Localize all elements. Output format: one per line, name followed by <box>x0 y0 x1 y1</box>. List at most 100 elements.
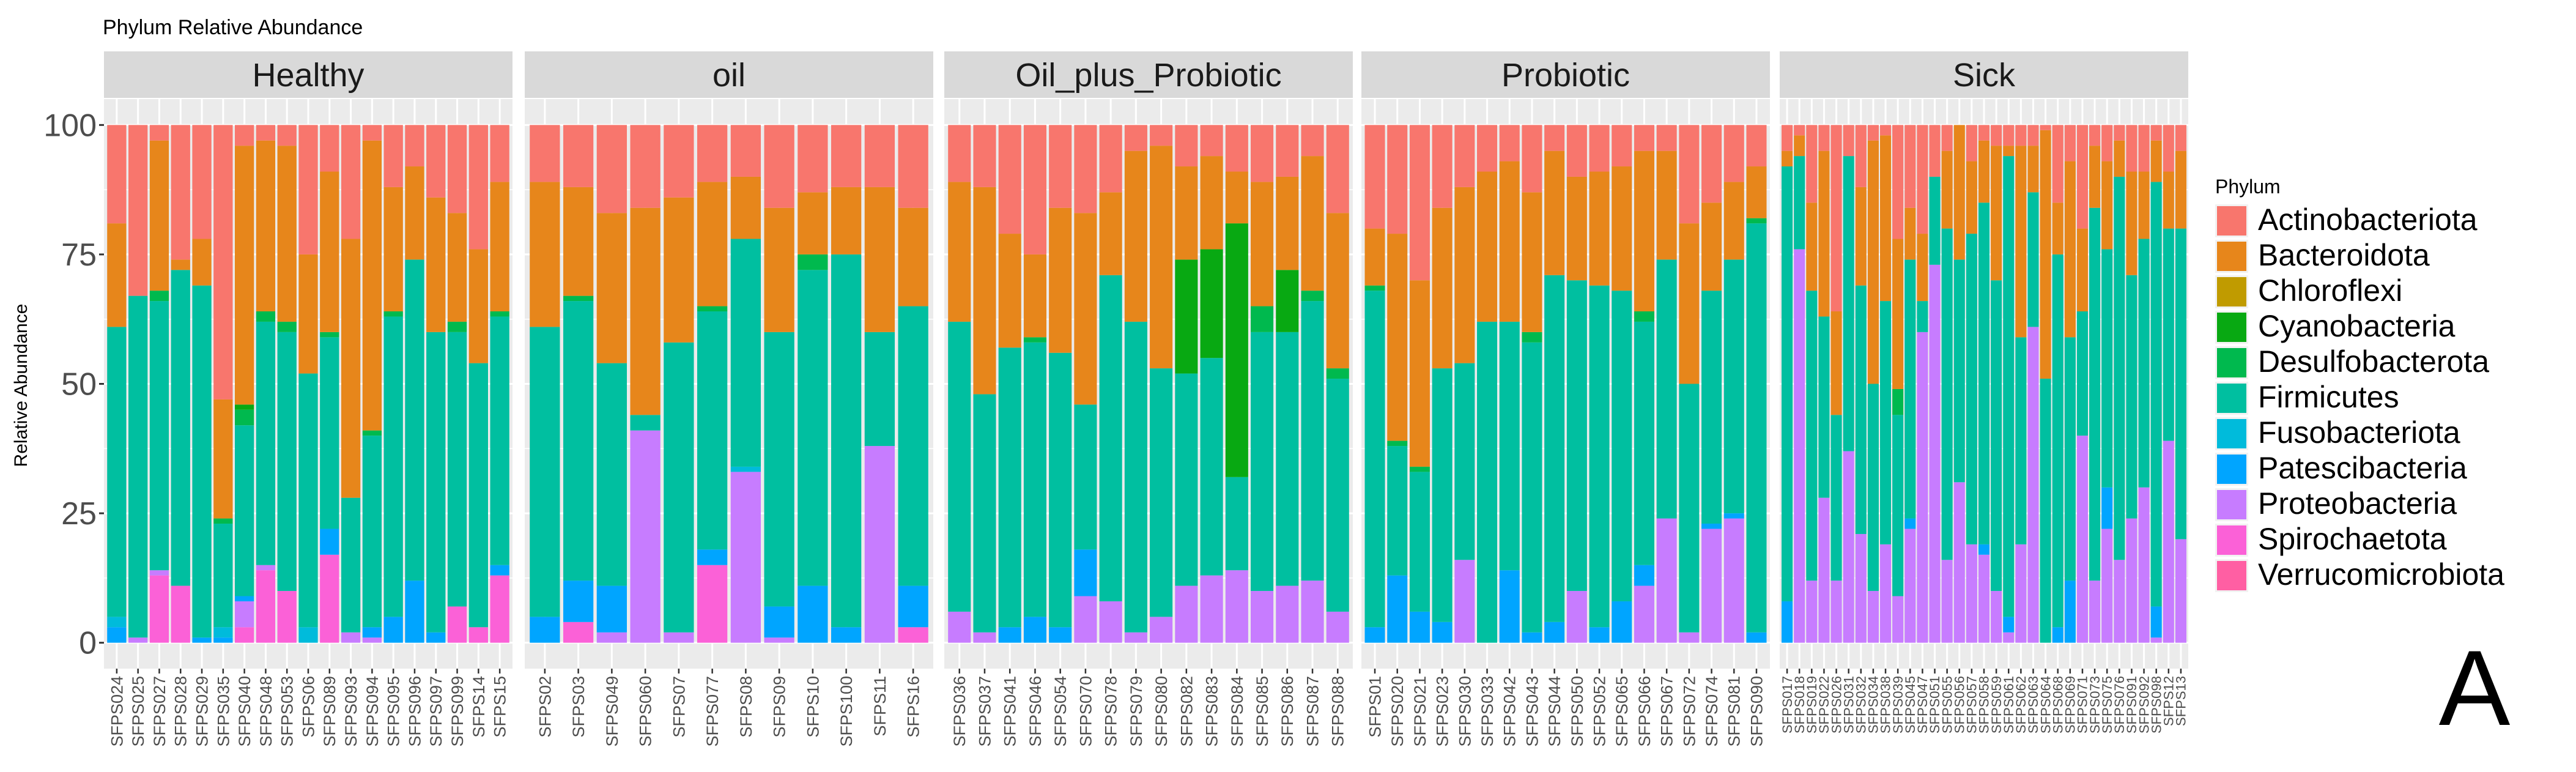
bar-segment <box>1364 228 1385 286</box>
bar-segment <box>1701 202 1722 291</box>
bar-segment <box>1794 135 1805 157</box>
bar-segment <box>213 637 233 643</box>
x-tick-label: SFPS032 <box>1853 676 1868 733</box>
bar-segment <box>490 565 509 576</box>
bar-segment <box>1454 187 1475 363</box>
bar-segment <box>2150 606 2162 638</box>
bar-segment <box>383 187 403 312</box>
bar-segment <box>2027 146 2039 193</box>
bar-segment <box>1326 368 1349 379</box>
x-tick-label: SFPS081 <box>1725 676 1744 747</box>
x-tick-label: SFPS08 <box>737 676 755 738</box>
bar-segment <box>973 187 996 395</box>
bar-segment <box>149 140 169 291</box>
bar-segment <box>1892 125 1904 239</box>
bar-segment <box>1867 125 1879 141</box>
bar-segment <box>798 270 828 586</box>
y-tick-label: 100 <box>43 108 97 143</box>
bar-segment <box>596 363 627 586</box>
bar-segment <box>1074 404 1097 550</box>
bar-segment <box>426 332 446 633</box>
bar-segment <box>831 627 862 643</box>
bar-segment <box>192 239 212 286</box>
x-tick-label: SFPS070 <box>1076 676 1095 747</box>
bar-segment <box>1432 207 1453 369</box>
bar-segment <box>1454 560 1475 643</box>
bar-segment <box>320 529 339 555</box>
bar-segment <box>2040 125 2051 130</box>
bar-segment <box>1175 373 1198 586</box>
bar-segment <box>1099 601 1122 643</box>
x-tick-label: SFPS084 <box>1228 676 1246 747</box>
bar-segment <box>2126 518 2137 643</box>
legend: Phylum ActinobacteriotaBacteroidotaChlor… <box>2215 176 2504 592</box>
x-tick-label: SFPS066 <box>1635 676 1654 747</box>
bar-segment <box>447 125 467 213</box>
bar-segment <box>697 549 728 565</box>
bar-segment <box>2027 192 2039 327</box>
bar-segment <box>320 337 339 529</box>
bar-segment <box>1124 150 1147 322</box>
bar-segment <box>563 295 594 302</box>
bar-segment <box>1892 239 1904 389</box>
x-tick-label: SFPS052 <box>1591 676 1609 747</box>
legend-label: Bacteroidota <box>2258 238 2430 272</box>
bar-segment <box>1364 125 1385 229</box>
bar-segment <box>1855 187 1867 286</box>
bar-segment <box>1074 549 1097 596</box>
legend-swatch <box>2217 561 2246 590</box>
legend-swatch <box>2217 348 2246 377</box>
x-tick-label: SFPS079 <box>1127 676 1146 747</box>
bar-segment <box>2126 125 2137 172</box>
x-tick-label: SFPS021 <box>1411 676 1429 747</box>
bar-segment <box>998 347 1021 628</box>
bar-segment <box>298 627 318 643</box>
bar-segment <box>898 627 928 643</box>
bar-segment <box>1276 585 1299 643</box>
x-tick-label: SFPS019 <box>1804 676 1819 733</box>
legend-title: Phylum <box>2215 176 2281 198</box>
bar-segment <box>1991 280 2002 592</box>
x-tick-label: SFPS095 <box>385 676 403 747</box>
legend-label: Desulfobacterota <box>2258 344 2489 379</box>
legend-swatch <box>2217 277 2246 306</box>
x-tick-label: SFPS018 <box>1792 676 1807 733</box>
bar-segment <box>1892 388 1904 415</box>
bar-segment <box>764 637 794 643</box>
bar-segment <box>171 259 190 270</box>
bar-segment <box>1432 622 1453 643</box>
bar-segment <box>1566 591 1587 643</box>
x-tick-label: SFPS097 <box>427 676 445 747</box>
bar-segment <box>1225 125 1248 172</box>
x-tick-label: SFPS031 <box>1841 676 1856 733</box>
bar-segment <box>1978 554 1990 643</box>
facet-strip <box>944 51 1353 98</box>
bar-segment <box>2003 125 2015 146</box>
bar-segment <box>1074 213 1097 405</box>
bar-segment <box>1941 150 1953 229</box>
bar-segment <box>1074 596 1097 643</box>
legend-label: Chloroflexi <box>2258 273 2402 308</box>
bar-segment <box>530 182 560 327</box>
bar-segment <box>1746 125 1767 167</box>
bar-segment <box>1855 125 1867 187</box>
bar-segment <box>1124 632 1147 643</box>
legend-label: Patescibacteria <box>2258 451 2467 485</box>
bar-segment <box>1723 513 1744 519</box>
bar-segment <box>1432 125 1453 208</box>
bar-segment <box>1200 156 1223 250</box>
x-tick-label: SFPS16 <box>905 676 923 738</box>
bar-segment <box>2163 125 2174 172</box>
legend-label: Actinobacteriota <box>2258 202 2478 237</box>
x-tick-label: SFPS059 <box>1989 676 2004 733</box>
x-tick-label: SFPS051 <box>1927 676 1942 733</box>
bar-segment <box>149 125 169 141</box>
x-tick-label: SFPS098 <box>2149 676 2164 733</box>
facet-label: oil <box>712 57 746 94</box>
bar-segment <box>2015 125 2027 146</box>
x-tick-label: SFPS039 <box>1890 676 1906 733</box>
bar-segment <box>1409 280 1430 467</box>
bar-segment <box>2027 125 2039 146</box>
bar-segment <box>1941 125 1953 151</box>
bar-segment <box>2052 125 2063 203</box>
